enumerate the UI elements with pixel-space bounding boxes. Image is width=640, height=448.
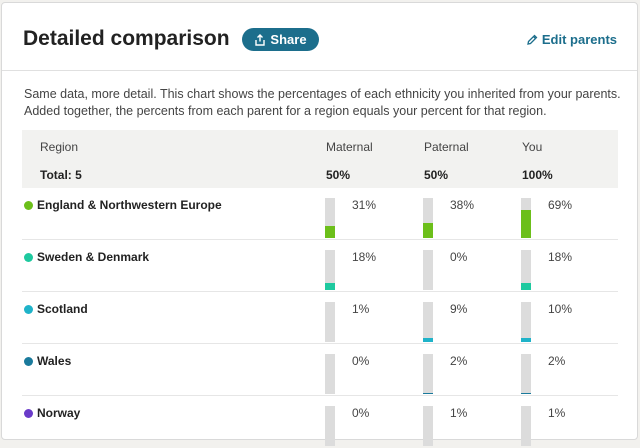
region-name: England & Northwestern Europe [37,198,222,212]
table-header: Region Maternal Paternal You Total: 5 50… [22,130,618,188]
comparison-table: Region Maternal Paternal You Total: 5 50… [22,130,618,448]
paternal-bar-fill [423,338,433,342]
you-bar [521,302,531,342]
share-icon [255,33,266,46]
table-row: Norway 0% 1% 1% [22,396,618,448]
you-percent: 18% [548,250,573,264]
maternal-percent: 0% [352,406,370,420]
description-text: Same data, more detail. This chart shows… [24,87,621,118]
total-paternal: 50% [424,168,449,182]
edit-parents-link[interactable]: Edit parents [526,32,617,47]
paternal-bar-fill [423,223,433,238]
region-color-dot [24,201,33,210]
paternal-percent: 9% [450,302,468,316]
you-bar [521,250,531,290]
paternal-bar [423,302,433,342]
column-region: Region [40,140,79,154]
paternal-percent: 1% [450,406,468,420]
column-you: You [522,140,543,154]
you-bar-fill [521,283,531,290]
share-button-label: Share [270,32,307,47]
maternal-percent: 0% [352,354,370,368]
edit-parents-label: Edit parents [541,32,617,47]
you-percent: 69% [548,198,573,212]
total-you: 100% [522,168,553,182]
region-color-dot [24,409,33,418]
maternal-bar [325,250,335,290]
region-name: Wales [37,354,72,368]
paternal-percent: 38% [450,198,475,212]
paternal-percent: 2% [450,354,468,368]
table-row: Scotland 1% 9% 10% [22,292,618,344]
maternal-bar-fill [325,226,335,238]
table-body: England & Northwestern Europe 31% 38% 69… [22,188,618,448]
paternal-bar-fill [423,393,433,394]
column-paternal: Paternal [424,140,469,154]
maternal-bar [325,354,335,394]
paternal-bar [423,198,433,238]
share-button[interactable]: Share [242,28,319,51]
you-percent: 1% [548,406,566,420]
column-maternal: Maternal [326,140,373,154]
pencil-icon [527,34,538,45]
total-label: Total: 5 [40,168,82,182]
header-divider [2,70,637,71]
page-title: Detailed comparison [23,27,230,50]
you-percent: 10% [548,302,573,316]
you-bar [521,406,531,446]
you-bar [521,198,531,238]
you-bar-fill [521,210,531,238]
region-name: Norway [37,406,81,420]
maternal-bar [325,406,335,446]
maternal-percent: 18% [352,250,377,264]
paternal-bar [423,250,433,290]
maternal-bar [325,198,335,238]
region-color-dot [24,305,33,314]
you-bar-fill [521,393,531,394]
maternal-percent: 1% [352,302,370,316]
region-color-dot [24,253,33,262]
maternal-percent: 31% [352,198,377,212]
maternal-bar [325,302,335,342]
paternal-bar [423,406,433,446]
paternal-bar [423,354,433,394]
table-row: Wales 0% 2% 2% [22,344,618,396]
detailed-comparison-card: Detailed comparison Share Edit parents S… [1,2,638,440]
region-color-dot [24,357,33,366]
paternal-percent: 0% [450,250,468,264]
total-maternal: 50% [326,168,351,182]
table-row: Sweden & Denmark 18% 0% 18% [22,240,618,292]
you-bar [521,354,531,394]
table-row: England & Northwestern Europe 31% 38% 69… [22,188,618,240]
region-name: Sweden & Denmark [37,250,150,264]
maternal-bar-fill [325,283,335,290]
you-bar-fill [521,338,531,342]
region-name: Scotland [37,302,88,316]
you-percent: 2% [548,354,566,368]
